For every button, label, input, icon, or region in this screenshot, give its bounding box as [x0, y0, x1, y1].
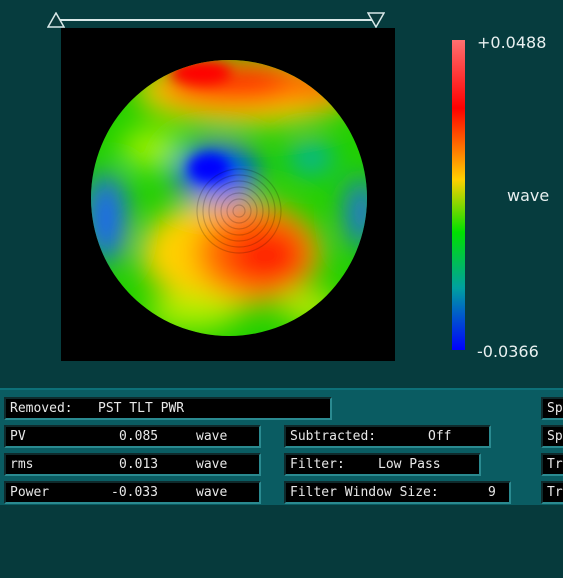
rms-unit: wave [196, 457, 228, 472]
filter-label: Filter: [290, 457, 345, 472]
removed-field: Removed: PST TLT PWR [4, 397, 332, 420]
removed-label: Removed: [10, 401, 73, 416]
colorbar-min-label: -0.0366 [477, 342, 539, 361]
rms-field: rms 0.013 wave [4, 453, 261, 476]
subtracted-value: Off [428, 429, 452, 444]
power-value: -0.033 [111, 485, 158, 500]
rms-label: rms [10, 457, 34, 472]
power-field: Power -0.033 wave [4, 481, 261, 504]
cut-field-3: Tr [541, 453, 563, 476]
filter-window-label: Filter Window Size: [290, 485, 439, 500]
filter-window-field: Filter Window Size: 9 [284, 481, 511, 504]
filter-value: Low Pass [378, 457, 441, 472]
cut-field-4: Tr [541, 481, 563, 504]
removed-value: PST TLT PWR [98, 401, 185, 416]
pv-field: PV 0.085 wave [4, 425, 261, 448]
pv-label: PV [10, 429, 26, 444]
pv-value: 0.085 [119, 429, 159, 444]
aperture-disc [91, 60, 367, 336]
surface-map-view: +0.0488 wave -0.0366 [47, 12, 550, 361]
cut-field-2: Sp [541, 425, 563, 448]
profile-slider-track[interactable] [56, 19, 376, 21]
slider-start-triangle-icon[interactable] [47, 12, 65, 28]
colorbar-unit-label: wave [507, 186, 550, 205]
subtracted-label: Subtracted: [290, 429, 377, 444]
surface-map-canvas [61, 28, 395, 361]
filter-window-value: 9 [488, 485, 496, 500]
subtracted-field: Subtracted: Off [284, 425, 491, 448]
cut-field-1: Sp [541, 397, 563, 420]
colorbar [452, 40, 465, 350]
slider-end-triangle-icon[interactable] [367, 12, 385, 28]
power-unit: wave [196, 485, 228, 500]
surface-map-image [91, 60, 367, 336]
pv-unit: wave [196, 429, 228, 444]
power-label: Power [10, 485, 50, 500]
colorbar-max-label: +0.0488 [477, 33, 547, 52]
results-panel: Removed: PST TLT PWR PV 0.085 wave rms 0… [0, 388, 563, 505]
rms-value: 0.013 [119, 457, 159, 472]
filter-field: Filter: Low Pass [284, 453, 481, 476]
